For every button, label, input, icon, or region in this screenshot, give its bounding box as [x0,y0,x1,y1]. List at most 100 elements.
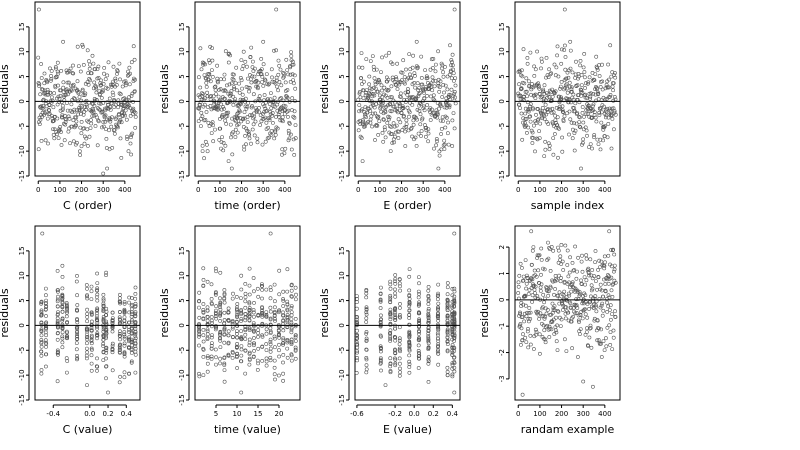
data-point [264,72,269,77]
data-point [197,371,201,376]
data-point [595,87,599,92]
data-point [609,248,614,252]
data-point [234,307,239,312]
data-point [250,59,255,64]
data-point [79,98,84,103]
data-point [205,149,210,154]
data-point [530,277,535,282]
data-point [561,117,566,122]
data-point [268,329,273,334]
data-point [436,293,440,298]
data-point [75,327,80,332]
x-tick-label: 200 [395,186,408,194]
data-point [437,85,442,90]
data-point [596,267,601,272]
data-point [293,335,298,340]
data-point [411,122,416,127]
data-point [445,313,450,318]
data-point [274,7,279,12]
y-tick-label: -15 [338,394,346,405]
data-point [202,156,207,161]
data-point [426,335,431,340]
y-tick-label: 0 [498,298,506,302]
data-point [530,248,535,253]
data-point [260,334,265,339]
data-point [392,140,396,145]
data-point [74,279,79,284]
data-point [93,98,97,103]
data-point [613,75,618,80]
data-point [268,337,273,342]
data-point [222,96,227,101]
data-point [59,69,64,73]
data-point [89,361,94,366]
data-point [131,76,136,81]
data-point [241,116,246,121]
data-point [239,58,244,63]
data-point [555,323,560,328]
data-point [434,143,439,148]
data-point [233,127,238,132]
data-point [582,52,587,56]
y-tick-label: 0 [338,323,346,327]
data-point [397,336,402,341]
data-point [99,78,103,83]
data-point [75,79,80,84]
data-point [520,74,525,79]
data-point [117,61,122,66]
data-point [582,307,587,312]
data-point [289,288,294,293]
data-point [445,369,450,374]
data-point [388,337,393,341]
y-tick-label: -3 [498,375,506,382]
data-point [402,75,407,79]
x-tick-label: 100 [213,186,226,194]
x-axis-label: randam example [521,423,615,436]
data-point [44,286,48,291]
data-point [210,75,215,79]
data-point [239,311,244,315]
data-point [239,317,244,321]
data-point [416,332,421,336]
data-point [261,62,266,67]
plot-frame [514,225,621,401]
data-point [256,346,261,351]
data-point [524,281,529,286]
data-point [118,350,122,355]
data-point [94,86,99,91]
x-tick-label: 300 [577,186,590,194]
data-point [586,344,591,348]
data-point [122,111,127,116]
data-point [123,79,128,84]
data-point [53,65,58,69]
data-point [388,369,393,373]
data-point [568,48,573,53]
data-point [114,83,119,87]
data-point [594,54,599,59]
data-point [595,66,600,70]
data-point [289,294,294,299]
data-point [452,301,457,305]
data-point [394,77,399,81]
data-point [88,78,93,83]
data-point [214,362,218,367]
data-point [239,287,244,292]
data-point [207,60,212,65]
data-point [520,392,525,397]
data-point [39,329,44,334]
y-tick-label: -15 [498,170,506,181]
data-point [438,118,443,123]
data-point [121,104,126,109]
data-point [376,89,380,94]
data-point [592,274,597,279]
data-point [387,115,392,120]
data-point [563,316,568,321]
data-point [360,107,365,112]
data-point [533,96,538,101]
data-point [567,109,572,114]
data-point [577,100,582,105]
data-point [127,65,132,70]
y-tick-label: 5 [178,74,186,78]
data-point [95,271,100,276]
